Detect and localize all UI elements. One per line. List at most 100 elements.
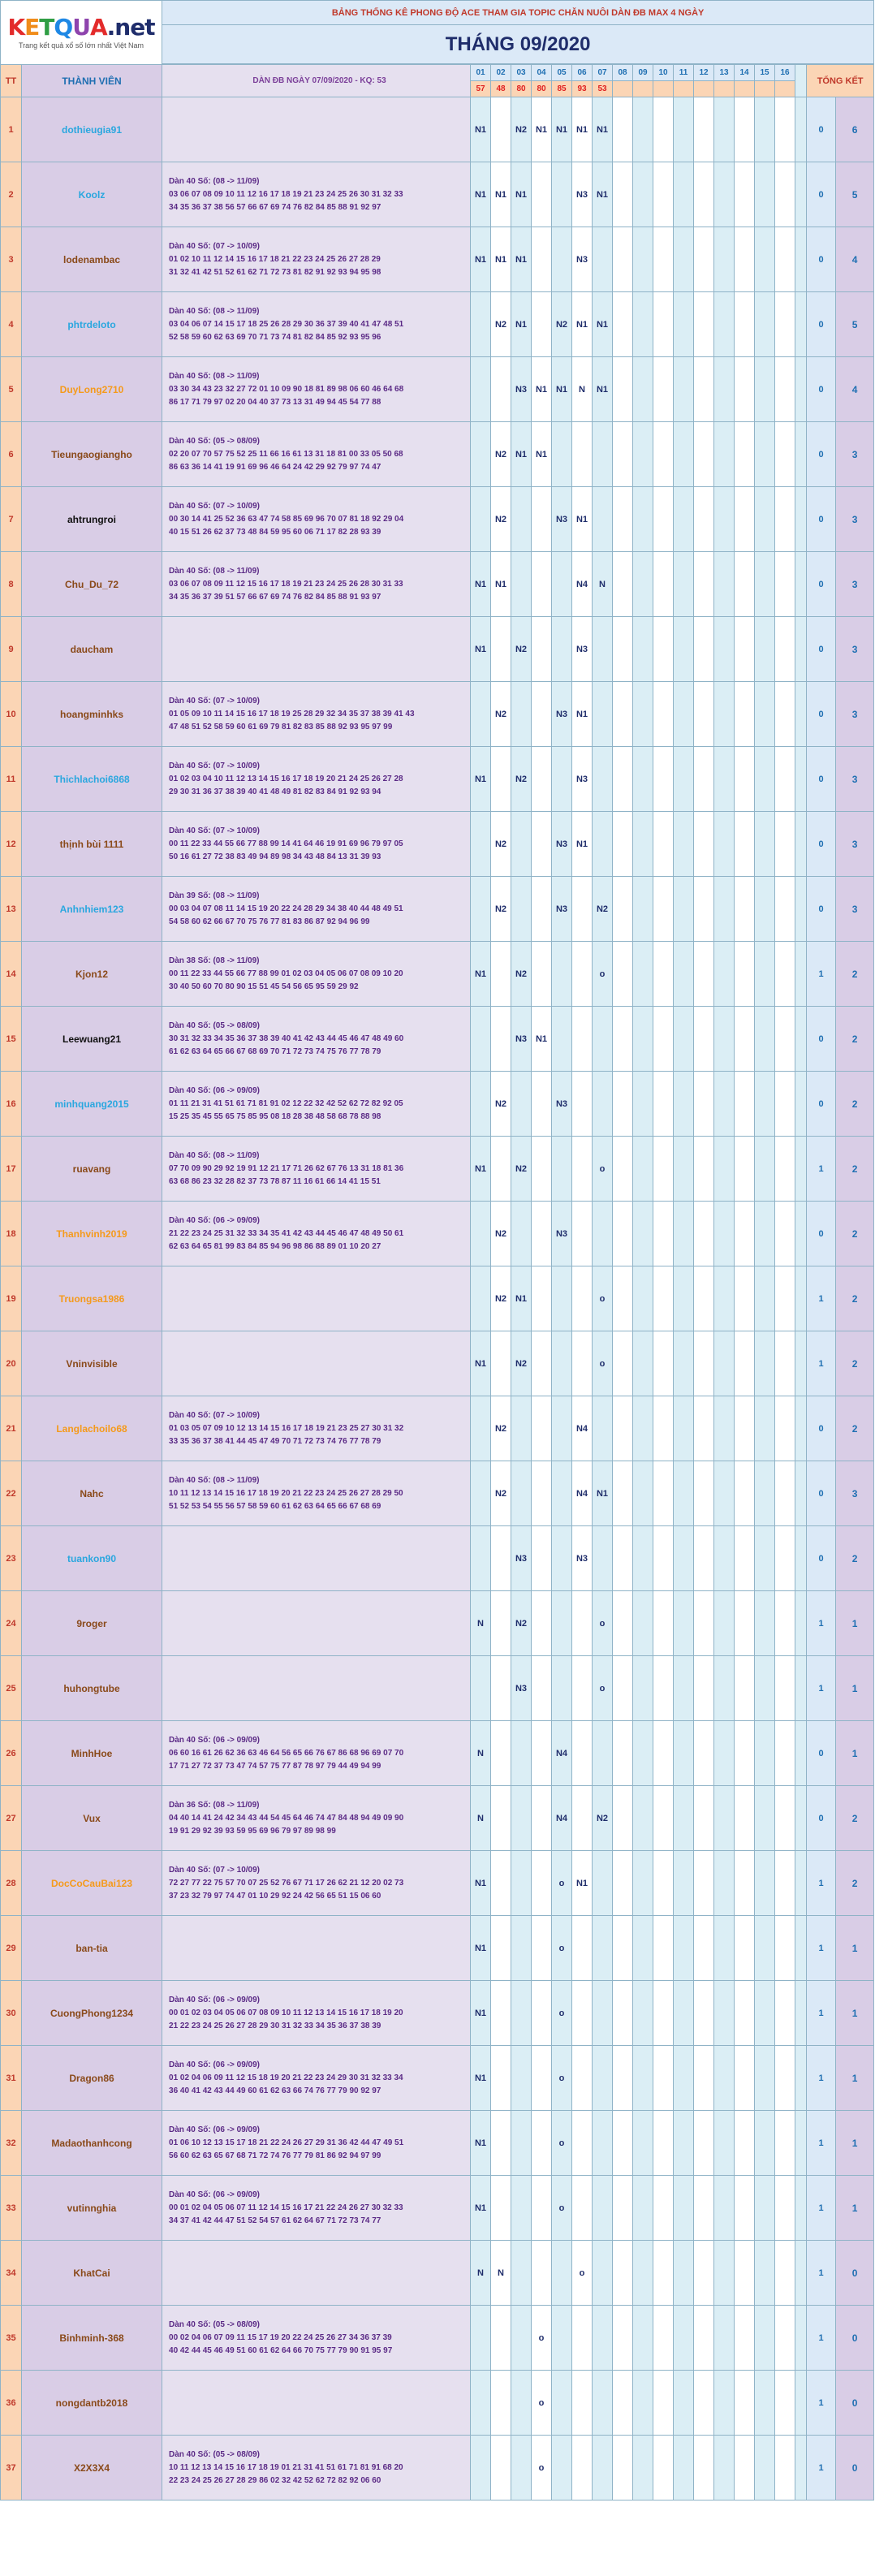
member-name[interactable]: Truongsa1986 xyxy=(20,1266,163,1331)
day-cell xyxy=(632,2175,654,2241)
member-name[interactable]: Leewuang21 xyxy=(20,1006,163,1072)
day-cell xyxy=(571,1201,593,1266)
member-name[interactable]: Madaothanhcong xyxy=(20,2110,163,2176)
day-cell xyxy=(713,1590,735,1656)
spacer-cell xyxy=(795,551,808,617)
day-header: 02 xyxy=(490,64,512,81)
day-header: 06 xyxy=(571,64,593,81)
number-list: Dàn 36 Số: (08 -> 11/09) 04 40 14 41 24 4… xyxy=(162,1785,472,1851)
row-number: 22 xyxy=(0,1461,22,1526)
day-cell xyxy=(511,2435,532,2500)
day-cell xyxy=(612,1461,634,1526)
day-cell xyxy=(693,162,715,227)
day-cell xyxy=(754,2045,776,2111)
day-cell xyxy=(592,746,614,812)
member-name[interactable]: lodenambac xyxy=(20,227,163,292)
member-name[interactable]: nongdantb2018 xyxy=(20,2370,163,2436)
day-cell xyxy=(713,616,735,682)
day-cell xyxy=(531,486,553,552)
day-cell xyxy=(632,1136,654,1202)
day-cell xyxy=(531,1720,553,1786)
member-name[interactable]: Vux xyxy=(20,1785,163,1851)
member-name[interactable]: minhquang2015 xyxy=(20,1071,163,1137)
day-cell xyxy=(734,291,756,357)
member-name[interactable]: daucham xyxy=(20,616,163,682)
score-total: 2 xyxy=(835,1525,875,1591)
number-list xyxy=(162,1331,472,1396)
logo-wordmark: KETQUA.net xyxy=(2,15,162,40)
member-name[interactable]: vutinnghia xyxy=(20,2175,163,2241)
day-header: 05 xyxy=(551,64,573,81)
member-name[interactable]: ruavang xyxy=(20,1136,163,1202)
logo[interactable]: KETQUA.net Trang kết quả xổ số lớn nhất … xyxy=(0,0,163,65)
day-cell xyxy=(490,2370,512,2436)
day-cell xyxy=(673,876,695,942)
member-name[interactable]: DocCoCauBai123 xyxy=(20,1850,163,1916)
day-cell xyxy=(592,2045,614,2111)
member-name[interactable]: thịnh bùi 1111 xyxy=(20,811,163,877)
day-cell: o xyxy=(551,1915,573,1981)
member-name[interactable]: CuongPhong1234 xyxy=(20,1980,163,2046)
day-cell xyxy=(754,1980,776,2046)
member-name[interactable]: Nahc xyxy=(20,1461,163,1526)
day-cell xyxy=(774,1590,796,1656)
member-name[interactable]: dothieugia91 xyxy=(20,97,163,162)
member-name[interactable]: hoangminhks xyxy=(20,681,163,747)
day-cell xyxy=(673,746,695,812)
day-cell xyxy=(653,1915,675,1981)
day-cell xyxy=(592,227,614,292)
list-numbers: 54 58 60 62 66 67 70 75 76 77 81 83 86 8… xyxy=(169,917,370,926)
day-cell xyxy=(653,1785,675,1851)
member-name[interactable]: Dragon86 xyxy=(20,2045,163,2111)
day-cell: N1 xyxy=(571,1850,593,1916)
member-name[interactable]: X2X3X4 xyxy=(20,2435,163,2500)
day-cell: N1 xyxy=(470,2045,492,2111)
member-name[interactable]: phtrdeloto xyxy=(20,291,163,357)
member-row: 10 hoangminhks Dàn 40 Số: (07 -> 10/09) 01 … xyxy=(0,681,875,747)
member-name[interactable]: Koolz xyxy=(20,162,163,227)
member-row: 13 Anhnhiem123 Dàn 39 Số: (08 -> 11/09) 00 … xyxy=(0,876,875,942)
day-cell xyxy=(470,2305,492,2371)
day-cell xyxy=(653,2370,675,2436)
day-cell xyxy=(673,2110,695,2176)
member-name[interactable]: Anhnhiem123 xyxy=(20,876,163,942)
member-name[interactable]: Vninvisible xyxy=(20,1331,163,1396)
member-name[interactable]: DuyLong2710 xyxy=(20,356,163,422)
member-name[interactable]: tuankon90 xyxy=(20,1525,163,1591)
member-name[interactable]: Chu_Du_72 xyxy=(20,551,163,617)
day-cell xyxy=(713,1720,735,1786)
day-cell xyxy=(774,1461,796,1526)
member-name[interactable]: 9roger xyxy=(20,1590,163,1656)
member-name[interactable]: ban-tia xyxy=(20,1915,163,1981)
day-cell xyxy=(693,1461,715,1526)
day-cell xyxy=(612,681,634,747)
member-name[interactable]: MinhHoe xyxy=(20,1720,163,1786)
member-name[interactable]: Thichlachoi6868 xyxy=(20,746,163,812)
score-current: 1 xyxy=(806,1980,837,2046)
member-row: 18 Thanhvinh2019 Dàn 40 Số: (06 -> 09/09) 2… xyxy=(0,1201,875,1266)
member-name[interactable]: Langlachoilo68 xyxy=(20,1396,163,1461)
list-heading: Dàn 40 Số: (07 -> 10/09) xyxy=(169,501,261,511)
list-heading: Dàn 40 Số: (07 -> 10/09) xyxy=(169,241,261,251)
day-cell xyxy=(592,421,614,487)
day-cell xyxy=(592,681,614,747)
number-list xyxy=(162,1525,472,1591)
list-numbers: 00 03 04 07 08 11 14 15 19 20 22 24 28 2… xyxy=(169,904,403,913)
spacer-cell xyxy=(795,227,808,292)
day-cell xyxy=(653,681,675,747)
day-cell xyxy=(754,2175,776,2241)
day-cell xyxy=(612,1396,634,1461)
row-number: 10 xyxy=(0,681,22,747)
member-name[interactable]: huhongtube xyxy=(20,1655,163,1721)
member-name[interactable]: ahtrungroi xyxy=(20,486,163,552)
member-name[interactable]: Tieungaogiangho xyxy=(20,421,163,487)
list-numbers: 47 48 51 52 58 59 60 61 69 79 81 82 83 8… xyxy=(169,722,393,731)
member-name[interactable]: Binhminh-368 xyxy=(20,2305,163,2371)
day-cell xyxy=(713,227,735,292)
day-cell xyxy=(511,1461,532,1526)
member-name[interactable]: Thanhvinh2019 xyxy=(20,1201,163,1266)
day-cell xyxy=(653,356,675,422)
member-name[interactable]: KhatCai xyxy=(20,2240,163,2306)
member-name[interactable]: Kjon12 xyxy=(20,941,163,1007)
day-cell xyxy=(713,1525,735,1591)
